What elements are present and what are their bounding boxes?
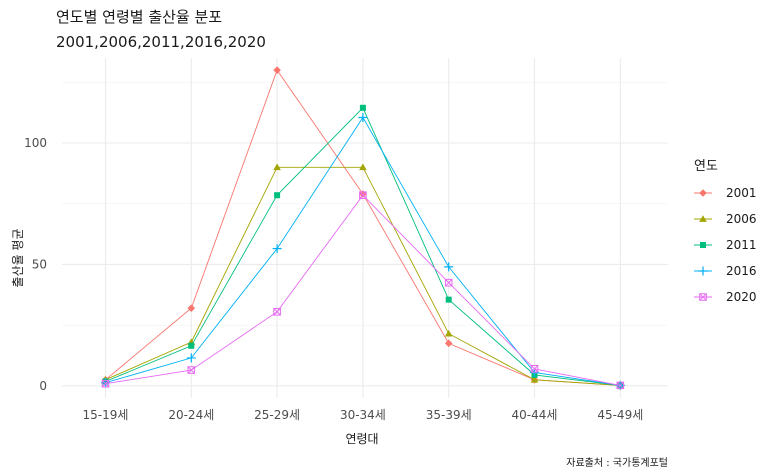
- legend-marker: [699, 293, 707, 301]
- data-point-2016: [272, 244, 282, 254]
- data-point-2001: [273, 66, 281, 74]
- legend-label: 2016: [726, 264, 757, 278]
- legend-item-2001: 2001: [694, 186, 757, 200]
- data-point-2020: [444, 278, 453, 287]
- data-point-2016: [186, 353, 196, 363]
- y-axis-ticks: 0 50 100: [24, 136, 47, 393]
- legend-item-2020: 2020: [694, 290, 757, 304]
- chart-title: 연도별 연령별 출산율 분포: [56, 8, 223, 26]
- y-tick-label: 0: [39, 379, 47, 393]
- series-lines: [101, 66, 625, 390]
- data-point-2006: [359, 163, 367, 171]
- data-point-2001: [187, 304, 196, 312]
- x-tick-label: 25-29세: [254, 408, 300, 422]
- series-2020: [101, 191, 625, 390]
- data-point-2020: [359, 191, 367, 200]
- data-point-2020: [530, 365, 539, 373]
- legend: 2001 2006 2011 2016 2020: [694, 186, 757, 304]
- legend-marker: [699, 189, 707, 197]
- legend-label: 2011: [726, 238, 757, 252]
- legend-item-2006: 2006: [694, 212, 757, 226]
- x-tick-label: 45-49세: [597, 408, 643, 422]
- legend-item-2011: 2011: [694, 238, 757, 252]
- data-point-2016: [358, 113, 368, 122]
- y-tick-label: 100: [24, 136, 47, 150]
- legend-marker: [700, 242, 706, 248]
- legend-label: 2006: [726, 212, 757, 226]
- y-tick-label: 50: [32, 257, 47, 271]
- x-tick-label: 40-44세: [512, 408, 558, 422]
- data-point-2020: [101, 379, 110, 388]
- chart-subtitle: 2001,2006,2011,2016,2020: [56, 33, 266, 51]
- data-point-2020: [616, 381, 625, 390]
- data-point-2011: [445, 296, 452, 303]
- caption: 자료출처 : 국가통계포털: [566, 457, 668, 469]
- x-tick-label: 15-19세: [83, 408, 129, 422]
- legend-label: 2020: [726, 290, 757, 304]
- legend-item-2016: 2016: [694, 264, 757, 278]
- data-point-2020: [273, 307, 281, 316]
- data-point-2006: [444, 329, 453, 337]
- data-point-2020: [187, 366, 196, 374]
- x-axis-title: 연령대: [345, 432, 378, 446]
- data-point-2011: [359, 104, 366, 111]
- legend-title: 연도: [694, 159, 718, 174]
- data-point-2001: [444, 339, 453, 348]
- legend-label: 2001: [726, 186, 757, 200]
- data-point-2001: [359, 190, 367, 198]
- x-tick-label: 35-39세: [426, 408, 472, 422]
- data-point-2016: [444, 262, 454, 272]
- y-axis-title: 출산율 평균: [11, 228, 25, 287]
- x-axis-ticks: 15-19세 20-24세 25-29세 30-34세 35-39세 40-44세 45-4…: [83, 408, 644, 422]
- data-point-2006: [273, 163, 281, 171]
- legend-marker: [698, 266, 708, 276]
- x-tick-label: 30-34세: [340, 408, 386, 422]
- data-point-2011: [274, 192, 281, 199]
- data-point-2011: [188, 342, 195, 349]
- data-point-2006: [530, 375, 539, 383]
- legend-marker: [699, 215, 707, 222]
- x-tick-label: 20-24세: [168, 408, 214, 422]
